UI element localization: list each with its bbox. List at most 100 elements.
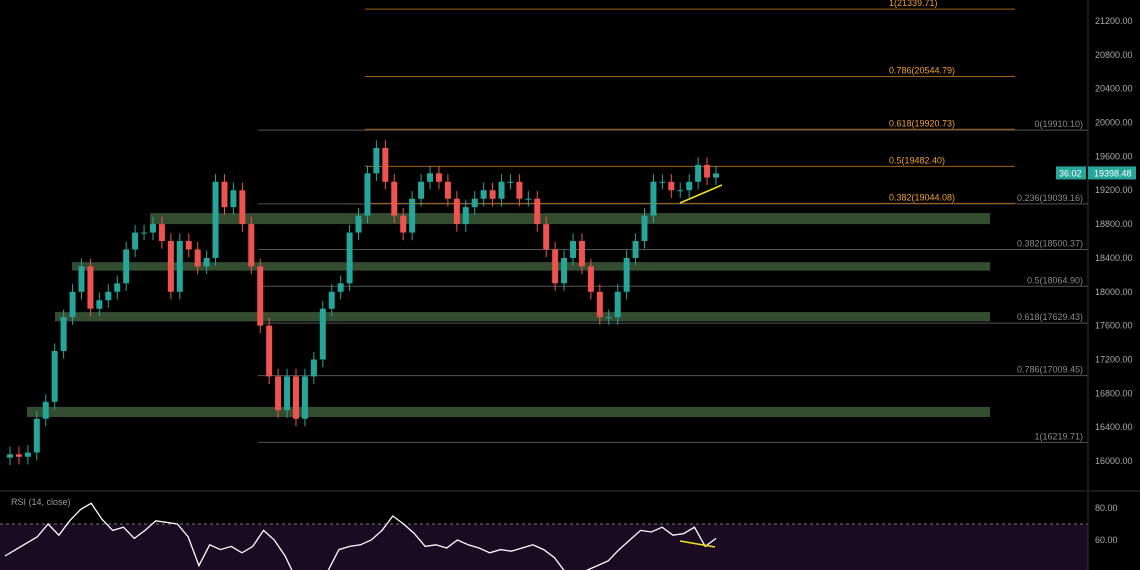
candle-body <box>561 257 568 284</box>
price-axis-tick: 20800.00 <box>1095 50 1133 60</box>
price-axis-tick: 18000.00 <box>1095 287 1133 297</box>
candle-body <box>686 181 693 191</box>
candle-body <box>275 376 282 411</box>
candle-body <box>328 291 335 309</box>
trendline <box>679 184 723 204</box>
demand-zone <box>27 406 990 418</box>
candle-body <box>668 181 675 191</box>
candle-body <box>239 190 246 225</box>
candle-body <box>105 291 112 301</box>
fib-level-label: 0.382(18500.37) <box>1017 238 1083 248</box>
price-axis-tick: 19600.00 <box>1095 151 1133 161</box>
candle-body <box>695 164 702 182</box>
price-axis-tick: 20400.00 <box>1095 84 1133 94</box>
candle-body <box>266 325 273 377</box>
candle-body <box>248 224 255 267</box>
candle-body <box>543 224 550 250</box>
candle-body <box>650 181 657 216</box>
candle-countdown: 36:02 <box>1059 168 1082 178</box>
candle-body <box>301 376 308 419</box>
candle-body <box>15 454 22 457</box>
candle-body <box>409 198 416 233</box>
price-axis-tick: 16800.00 <box>1095 388 1133 398</box>
candle-body <box>659 181 666 183</box>
candle-body <box>534 198 541 225</box>
candle-body <box>203 257 210 267</box>
price-axis-tick: 17200.00 <box>1095 354 1133 364</box>
fib-level-label: 0.618(17629.43) <box>1017 312 1083 322</box>
price-axis-tick: 18800.00 <box>1095 219 1133 229</box>
candle-body <box>158 224 165 242</box>
candle-body <box>284 376 291 411</box>
candle-body <box>185 241 192 250</box>
candle-body <box>507 181 514 183</box>
candle-body <box>346 232 353 284</box>
candle-body <box>552 249 559 284</box>
price-axis-tick: 20000.00 <box>1095 118 1133 128</box>
price-axis-tick: 16000.00 <box>1095 456 1133 466</box>
candle-body <box>87 266 94 309</box>
candle-body <box>96 300 103 309</box>
candle-body <box>427 173 434 182</box>
candle-body <box>525 198 532 200</box>
candle-body <box>149 224 156 233</box>
candle-body <box>623 257 630 292</box>
candle-body <box>194 249 201 267</box>
candle-body <box>167 241 174 292</box>
candle-body <box>677 190 684 192</box>
candle-body <box>373 147 380 174</box>
fib-level-label: 0.236(19039.16) <box>1017 193 1083 203</box>
fib-extension-label: 1(21339.71) <box>889 0 938 8</box>
candle-body <box>641 215 648 242</box>
candle-body <box>516 181 523 199</box>
candle-body <box>462 207 469 225</box>
candle-body <box>400 215 407 233</box>
price-axis-tick: 19200.00 <box>1095 185 1133 195</box>
candle-body <box>292 376 299 419</box>
candle-body <box>453 198 460 225</box>
countdown-tag <box>1056 166 1086 180</box>
last-price-tag <box>1088 166 1136 180</box>
candle-body <box>605 317 612 319</box>
candle-body <box>123 249 130 284</box>
candle-body <box>498 181 505 199</box>
candle-body <box>418 181 425 199</box>
candle-body <box>176 241 183 292</box>
candle-body <box>632 241 639 258</box>
candle-body <box>24 452 31 457</box>
candle-body <box>578 241 585 267</box>
candle-body <box>704 164 711 178</box>
candle-body <box>33 418 40 453</box>
demand-zone <box>150 213 990 225</box>
fib-extension-label: 0.786(20544.79) <box>889 65 955 75</box>
candle-body <box>132 232 139 250</box>
candle-body <box>391 181 398 216</box>
candle-body <box>60 317 67 352</box>
price-axis-tick: 17600.00 <box>1095 321 1133 331</box>
fib-level-label: 0.5(18064.90) <box>1027 275 1083 285</box>
fib-extension-label: 0.382(19044.08) <box>889 192 955 202</box>
price-axis-tick: 16400.00 <box>1095 422 1133 432</box>
candle-body <box>230 190 237 208</box>
candle-body <box>337 283 344 292</box>
candle-body <box>7 454 13 458</box>
fib-extension-label: 0.618(19920.73) <box>889 118 955 128</box>
candle-body <box>51 351 58 402</box>
demand-zone <box>72 262 990 271</box>
price-axis-tick: 21200.00 <box>1095 16 1133 26</box>
rsi-title: RSI (14, close) <box>11 497 71 507</box>
candle-body <box>444 181 451 199</box>
candle-body <box>364 173 371 216</box>
candle-body <box>221 181 228 208</box>
demand-zone <box>55 312 990 322</box>
candle-body <box>435 173 442 182</box>
candle-body <box>212 181 219 258</box>
candle-body <box>471 198 478 208</box>
candle-body <box>614 291 621 318</box>
rsi-axis-tick: 80.00 <box>1095 503 1118 513</box>
candle-body <box>596 291 603 318</box>
fib-level-label: 0.786(17009.45) <box>1017 365 1083 375</box>
rsi-divergence-line <box>679 540 716 548</box>
rsi-axis-tick: 60.00 <box>1095 535 1118 545</box>
